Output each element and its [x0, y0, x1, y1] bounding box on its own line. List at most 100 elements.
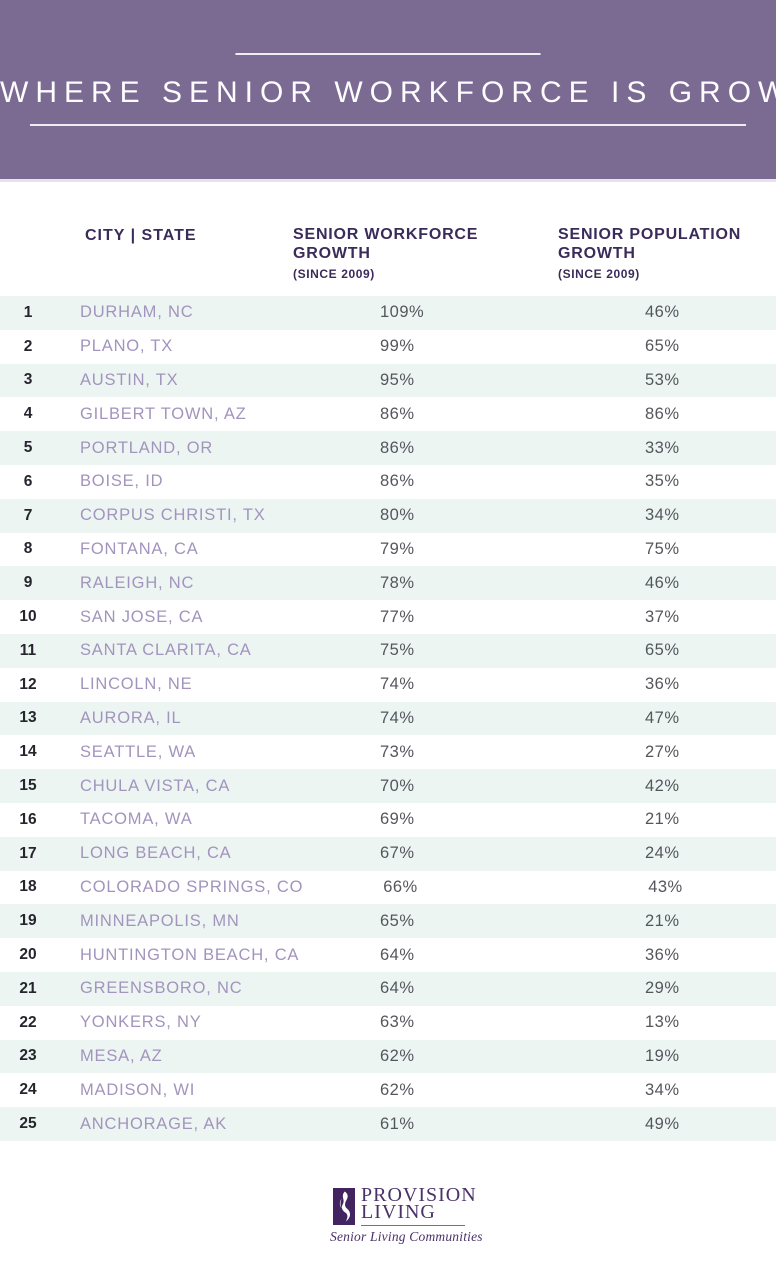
- workforce-growth-cell: 86%: [380, 438, 415, 457]
- population-growth-cell: 43%: [648, 877, 683, 896]
- city-state-cell: BOISE, ID: [80, 472, 164, 491]
- table-row: 23 MESA, AZ 62% 19%: [0, 1039, 776, 1074]
- city-state-cell: SAN JOSE, CA: [80, 607, 204, 626]
- workforce-growth-cell: 75%: [380, 641, 415, 660]
- brand-tagline: Senior Living Communities: [330, 1229, 483, 1244]
- table-row: 2 PLANO, TX 99% 65%: [0, 329, 776, 364]
- table-row: 5 PORTLAND, OR 86% 33%: [0, 431, 776, 465]
- population-growth-cell: 37%: [645, 607, 680, 626]
- column-header-senior-population-growth: SENIOR POPULATION GROWTH (SINCE 2009): [558, 225, 773, 284]
- workforce-growth-cell: 73%: [380, 742, 415, 761]
- city-state-cell: AURORA, IL: [80, 708, 182, 727]
- city-state-cell: SEATTLE, WA: [80, 742, 197, 761]
- city-state-cell: ANCHORAGE, AK: [80, 1114, 228, 1133]
- table-row: 19 MINNEAPOLIS, MN 65% 21%: [0, 904, 776, 939]
- rank-cell: 6: [23, 472, 33, 490]
- workforce-growth-cell: 74%: [380, 708, 415, 727]
- population-growth-cell: 13%: [645, 1013, 680, 1032]
- workforce-growth-cell: 95%: [380, 370, 415, 389]
- population-growth-cell: 53%: [645, 370, 680, 389]
- rank-cell: 9: [23, 574, 33, 592]
- city-state-cell: HUNTINGTON BEACH, CA: [80, 945, 300, 964]
- rank-cell: 12: [19, 675, 37, 693]
- brand-line1: PROVISION: [361, 1184, 477, 1206]
- city-state-cell: LINCOLN, NE: [80, 675, 193, 694]
- column-header-senior-workforce-growth: SENIOR WORKFORCE GROWTH (SINCE 2009): [293, 225, 503, 284]
- workforce-growth-cell: 65%: [380, 911, 415, 930]
- workforce-growth-cell: 64%: [380, 945, 415, 964]
- population-growth-cell: 27%: [645, 742, 680, 761]
- population-growth-cell: 35%: [645, 472, 680, 491]
- table-row: 13 AURORA, IL 74% 47%: [0, 701, 776, 736]
- rank-cell: 14: [19, 743, 37, 761]
- brand-wordmark: PROVISION LIVING: [361, 1184, 477, 1223]
- workforce-growth-cell: 78%: [380, 573, 415, 592]
- city-state-cell: GILBERT TOWN, AZ: [80, 404, 247, 423]
- population-growth-cell: 33%: [645, 438, 680, 457]
- table-row: 21 GREENSBORO, NC 64% 29%: [0, 971, 776, 1006]
- table-row: 6 BOISE, ID 86% 35%: [0, 464, 776, 499]
- rank-cell: 2: [23, 337, 33, 355]
- workforce-growth-cell: 109%: [380, 303, 425, 322]
- table-row: 18 COLORADO SPRINGS, CO 66% 43%: [0, 870, 776, 905]
- workforce-growth-cell: 66%: [383, 877, 418, 896]
- table-row: 7 CORPUS CHRISTI, TX 80% 34%: [0, 498, 776, 533]
- workforce-growth-cell: 77%: [380, 607, 415, 626]
- city-state-cell: CHULA VISTA, CA: [80, 776, 231, 795]
- table-row: 14 SEATTLE, WA 73% 27%: [0, 735, 776, 770]
- workforce-growth-cell: 64%: [380, 979, 415, 998]
- population-growth-cell: 75%: [645, 539, 680, 558]
- table-rows: 1 DURHAM, NC 109% 46% 2 PLANO, TX 99% 65…: [0, 296, 776, 1141]
- city-state-cell: PORTLAND, OR: [80, 438, 214, 457]
- rank-cell: 10: [19, 608, 37, 626]
- population-growth-cell: 21%: [645, 810, 680, 829]
- table-row: 4 GILBERT TOWN, AZ 86% 86%: [0, 397, 776, 432]
- table-row: 20 HUNTINGTON BEACH, CA 64% 36%: [0, 938, 776, 972]
- city-state-cell: LONG BEACH, CA: [80, 844, 232, 863]
- rank-cell: 13: [19, 709, 37, 727]
- workforce-growth-cell: 70%: [380, 776, 415, 795]
- table-row: 11 SANTA CLARITA, CA 75% 65%: [0, 633, 776, 668]
- population-header-line1: SENIOR POPULATION: [558, 226, 742, 243]
- population-growth-cell: 36%: [645, 945, 680, 964]
- workforce-growth-cell: 86%: [380, 404, 415, 423]
- population-growth-cell: 65%: [645, 337, 680, 356]
- flame-icon: [333, 1188, 355, 1225]
- population-growth-cell: 24%: [645, 844, 680, 863]
- workforce-growth-cell: 99%: [380, 337, 415, 356]
- city-state-cell: RALEIGH, NC: [80, 573, 195, 592]
- rank-cell: 19: [19, 912, 37, 930]
- brand-line2: LIVING: [361, 1201, 436, 1223]
- workforce-growth-cell: 80%: [380, 506, 415, 525]
- provision-living-logo: PROVISION LIVING Senior Living Communiti…: [330, 1185, 483, 1247]
- rank-cell: 7: [23, 506, 33, 524]
- rank-cell: 16: [19, 810, 37, 828]
- population-growth-cell: 19%: [645, 1046, 680, 1065]
- rank-cell: 11: [19, 641, 37, 659]
- table-row: 15 CHULA VISTA, CA 70% 42%: [0, 769, 776, 803]
- rank-cell: 18: [19, 878, 37, 896]
- rank-cell: 24: [19, 1081, 37, 1099]
- population-growth-cell: 21%: [645, 911, 680, 930]
- population-growth-cell: 49%: [645, 1114, 680, 1133]
- workforce-growth-cell: 79%: [380, 539, 415, 558]
- population-growth-cell: 46%: [645, 573, 680, 592]
- population-growth-cell: 36%: [645, 675, 680, 694]
- workforce-header-subtitle: (SINCE 2009): [293, 267, 375, 281]
- table-row: 16 TACOMA, WA 69% 21%: [0, 802, 776, 837]
- population-growth-cell: 34%: [645, 1080, 680, 1099]
- city-state-cell: MADISON, WI: [80, 1080, 196, 1099]
- title-banner: WHERE SENIOR WORKFORCE IS GROWING: [0, 0, 776, 182]
- table-row: 25 ANCHORAGE, AK 61% 49%: [0, 1107, 776, 1141]
- rank-cell: 1: [23, 303, 33, 321]
- table-row: 9 RALEIGH, NC 78% 46%: [0, 566, 776, 601]
- workforce-growth-cell: 61%: [380, 1114, 415, 1133]
- rank-cell: 8: [23, 540, 33, 558]
- population-growth-cell: 46%: [645, 303, 680, 322]
- table-row: 24 MADISON, WI 62% 34%: [0, 1073, 776, 1108]
- population-header-subtitle: (SINCE 2009): [558, 267, 640, 281]
- rank-cell: 17: [19, 844, 37, 862]
- workforce-growth-cell: 74%: [380, 675, 415, 694]
- banner-top-rule: [235, 53, 541, 55]
- workforce-growth-cell: 69%: [380, 810, 415, 829]
